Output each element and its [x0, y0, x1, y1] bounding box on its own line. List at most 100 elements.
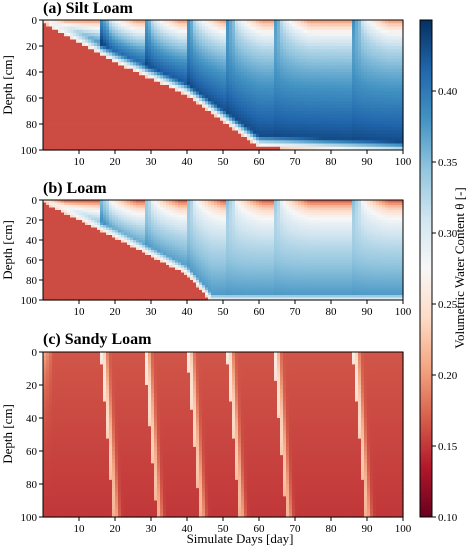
heatmap-cell — [124, 146, 128, 151]
heatmap-cell — [145, 124, 149, 128]
heatmap-cell — [139, 55, 143, 60]
heatmap-cell — [100, 94, 104, 99]
heatmap-cell — [235, 124, 239, 128]
heatmap-cell — [211, 81, 215, 86]
heatmap-cell — [283, 127, 287, 132]
heatmap-cell — [115, 114, 119, 119]
heatmap-cell — [94, 111, 98, 115]
heatmap-cell — [43, 255, 47, 259]
heatmap-cell — [229, 20, 233, 24]
heatmap-cell — [88, 62, 92, 67]
heatmap-cell — [91, 23, 95, 28]
heatmap-cell — [43, 59, 47, 63]
heatmap-cell — [91, 59, 95, 63]
heatmap-cell — [136, 78, 140, 83]
heatmap-cell — [172, 91, 176, 96]
heatmap-cell — [67, 29, 71, 34]
heatmap-cell — [262, 98, 266, 102]
heatmap-cell — [61, 78, 65, 83]
heatmap-cell — [121, 68, 125, 73]
heatmap-cell — [286, 52, 290, 57]
heatmap-cell — [91, 111, 95, 115]
heatmap-cell — [55, 55, 59, 60]
heatmap-cell — [307, 133, 311, 138]
heatmap-cell — [73, 140, 77, 145]
heatmap-cell — [106, 62, 110, 67]
heatmap-cell — [160, 29, 164, 34]
heatmap-cell — [88, 114, 92, 119]
heatmap-cell — [346, 130, 350, 135]
heatmap-cell — [106, 49, 110, 54]
heatmap-cell — [106, 143, 110, 148]
heatmap-cell — [49, 124, 53, 128]
heatmap-cell — [154, 39, 158, 44]
heatmap-cell — [280, 94, 284, 99]
heatmap-cell — [268, 49, 272, 54]
heatmap-cell — [157, 36, 161, 41]
heatmap-cell — [256, 29, 260, 34]
heatmap-cell — [67, 104, 71, 109]
heatmap-cell — [145, 78, 149, 83]
heatmap-cell — [289, 55, 293, 60]
heatmap-cell — [223, 120, 227, 125]
heatmap-cell — [253, 127, 257, 132]
heatmap-cell — [349, 124, 353, 128]
heatmap-cell — [238, 140, 242, 145]
heatmap-cell — [190, 36, 194, 41]
heatmap-cell — [226, 26, 230, 31]
heatmap-cell — [310, 130, 314, 135]
heatmap-cell — [205, 94, 209, 99]
heatmap-cell — [229, 33, 233, 37]
heatmap-cell — [367, 23, 371, 28]
heatmap-cell — [223, 98, 227, 102]
heatmap-cell — [355, 68, 359, 73]
heatmap-cell — [133, 55, 137, 60]
heatmap-cell — [184, 146, 188, 151]
heatmap-cell — [112, 98, 116, 102]
heatmap-cell — [328, 75, 332, 80]
heatmap-cell — [289, 81, 293, 86]
heatmap-cell — [190, 72, 194, 76]
heatmap-cell — [196, 107, 200, 112]
heatmap-cell — [328, 62, 332, 67]
heatmap-cell — [361, 23, 365, 28]
heatmap-cell — [265, 88, 269, 93]
heatmap-cell — [283, 36, 287, 41]
heatmap-cell — [373, 114, 377, 119]
heatmap-cell — [82, 36, 86, 41]
heatmap-cell — [388, 81, 392, 86]
heatmap-cell — [118, 137, 122, 141]
heatmap-cell — [367, 91, 371, 96]
heatmap-cell — [286, 46, 290, 50]
heatmap-cell — [229, 107, 233, 112]
heatmap-cell — [211, 62, 215, 67]
heatmap-cell — [76, 52, 80, 57]
heatmap-cell — [292, 117, 296, 122]
heatmap-cell — [205, 88, 209, 93]
heatmap-cell — [115, 23, 119, 28]
heatmap-cell — [271, 59, 275, 63]
heatmap-cell — [376, 107, 380, 112]
heatmap-cell — [112, 72, 116, 76]
heatmap-cell — [226, 68, 230, 73]
heatmap-cell — [226, 78, 230, 83]
heatmap-cell — [223, 85, 227, 89]
heatmap-cell — [268, 20, 272, 24]
heatmap-cell — [322, 49, 326, 54]
heatmap-cell — [322, 101, 326, 106]
heatmap-cell — [121, 81, 125, 86]
heatmap-cell — [115, 59, 119, 63]
heatmap-cell — [352, 101, 356, 106]
heatmap-cell — [259, 36, 263, 41]
heatmap-cell — [379, 65, 383, 70]
heatmap-cell — [166, 36, 170, 41]
heatmap-cell — [247, 23, 251, 28]
heatmap-cell — [121, 29, 125, 34]
heatmap-cell — [310, 29, 314, 34]
heatmap-cell — [310, 88, 314, 93]
heatmap-cell — [382, 23, 386, 28]
heatmap-cell — [46, 143, 50, 148]
heatmap-cell — [199, 59, 203, 63]
heatmap-cell — [124, 88, 128, 93]
heatmap-cell — [115, 101, 119, 106]
